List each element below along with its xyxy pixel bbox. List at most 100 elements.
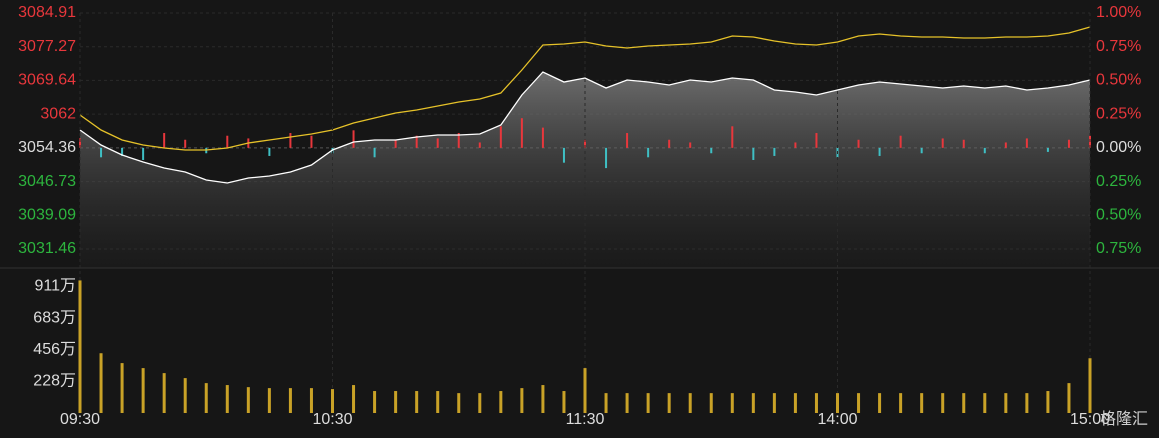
deviation-bar (878, 147, 881, 156)
volume-bar (373, 391, 377, 413)
volume-bar (478, 393, 482, 413)
volume-bar (983, 393, 987, 413)
volume-bar (625, 393, 629, 413)
y2-tick-label: 0.25% (1096, 105, 1141, 122)
price-line (79, 26, 1091, 151)
deviation-bar (710, 147, 713, 154)
volume-bar (225, 385, 229, 413)
volume-bar (309, 388, 313, 413)
volume-bar (962, 393, 966, 413)
volume-bar (246, 387, 250, 413)
volume-bar (520, 388, 524, 413)
volume-bar (541, 385, 545, 413)
volume-bar (836, 393, 839, 413)
x-tick-label: 14:00 (817, 411, 857, 428)
volume-bar (415, 391, 419, 413)
volume-bar (499, 391, 503, 413)
volume-bar (352, 385, 356, 413)
deviation-bar (499, 126, 502, 148)
y-tick-label: 3031.46 (18, 240, 76, 257)
deviation-bar (457, 133, 460, 148)
deviation-bar (184, 139, 187, 148)
deviation-bar (668, 139, 671, 148)
volume-bar (1088, 358, 1092, 413)
deviation-bar (1025, 138, 1028, 148)
y-tick-label: 911万 (34, 278, 76, 295)
volume-bar (183, 378, 187, 413)
deviation-bar (79, 138, 81, 148)
volume-bar (436, 391, 440, 413)
volume-bar (751, 393, 755, 413)
deviation-bar (1067, 139, 1070, 148)
y-tick-label: 3062 (40, 105, 76, 122)
deviation-bar (752, 147, 755, 160)
deviation-bar (962, 139, 965, 148)
volume-bar (204, 383, 208, 413)
deviation-bar (605, 147, 608, 169)
volume-bar (120, 363, 124, 413)
volume-bar (162, 373, 166, 413)
volume-bar (688, 393, 692, 413)
x-tick-label: 11:30 (566, 411, 605, 428)
deviation-bar (310, 135, 313, 148)
volume-bar (899, 393, 903, 413)
volume-bar (1067, 383, 1071, 413)
volume-bar (394, 391, 398, 413)
y-tick-label: 3069.64 (18, 72, 76, 89)
volume-bar (941, 393, 945, 413)
deviation-bar (1046, 147, 1049, 152)
deviation-bar (541, 127, 544, 148)
y-tick-label: 228万 (33, 373, 76, 390)
volume-bar (288, 388, 292, 413)
volume-bar (562, 391, 566, 413)
y-tick-label: 3084.91 (18, 4, 76, 21)
watermark: 格隆汇 (1100, 410, 1148, 428)
deviation-bar (415, 135, 418, 148)
deviation-bar (920, 147, 923, 154)
deviation-bar (436, 138, 439, 148)
deviation-bar (100, 147, 103, 158)
volume-bar (793, 393, 797, 413)
volume-bar (78, 280, 82, 413)
x-tick-label: 10:30 (312, 411, 352, 428)
volume-bar (920, 393, 924, 413)
y2-tick-label: 0.75% (1096, 240, 1141, 257)
y-tick-label: 3054.36 (18, 139, 76, 156)
deviation-bar (857, 139, 860, 148)
deviation-bar (163, 133, 166, 148)
volume-bar (267, 388, 271, 413)
deviation-bar (478, 142, 481, 148)
deviation-bar (373, 147, 376, 158)
deviation-bar (352, 130, 355, 148)
y-tick-label: 3039.09 (18, 207, 76, 224)
deviation-bar (815, 133, 818, 148)
deviation-bar (289, 133, 292, 148)
deviation-bar (226, 135, 229, 148)
volume-bar (878, 393, 882, 413)
deviation-bar (520, 118, 523, 148)
y-tick-label: 683万 (33, 309, 76, 326)
volume-bar (604, 393, 608, 413)
volume-bar (857, 393, 861, 413)
volume-bar (331, 389, 334, 413)
deviation-bar (899, 135, 902, 148)
x-tick-label: 09:30 (60, 411, 100, 428)
deviation-bar (394, 139, 397, 148)
volume-bar (667, 393, 671, 413)
deviation-bar (562, 147, 565, 163)
y2-tick-label: 0.50% (1096, 207, 1141, 224)
deviation-bar (941, 138, 944, 148)
volume-bar (709, 393, 713, 413)
volume-bar (1025, 393, 1029, 413)
y2-tick-label: 0.00% (1096, 139, 1141, 156)
y2-tick-label: 1.00% (1096, 4, 1141, 21)
deviation-bar (689, 142, 692, 148)
deviation-bar (626, 133, 629, 148)
volume-bar (772, 393, 776, 413)
deviation-bar (773, 147, 776, 156)
y-tick-label: 456万 (33, 341, 76, 358)
x-tick-label: 15:00 (1070, 411, 1110, 428)
volume-bar (99, 353, 103, 413)
deviation-bar (1004, 142, 1007, 148)
